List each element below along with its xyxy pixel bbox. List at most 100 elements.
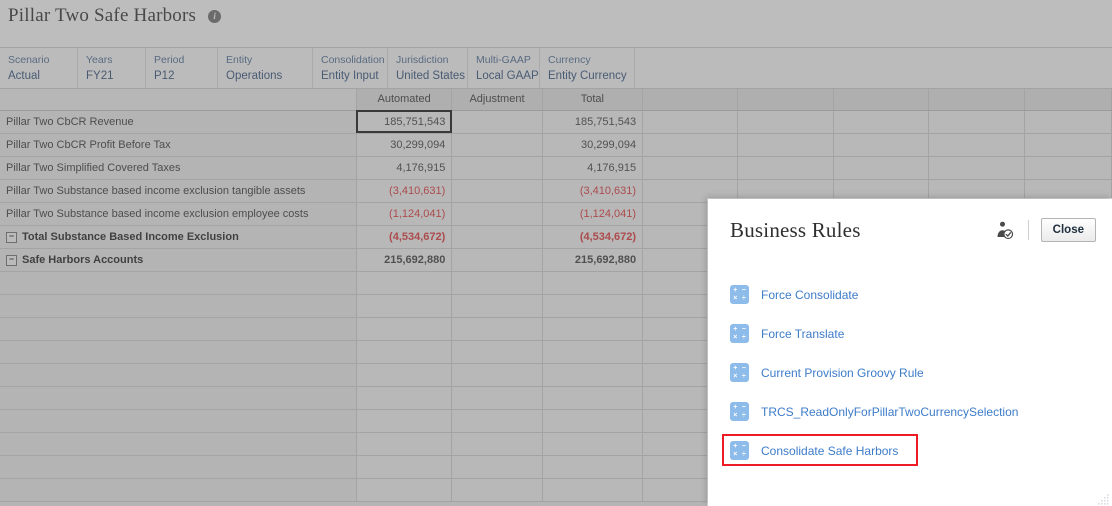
grid-cell-empty[interactable] bbox=[928, 110, 1025, 134]
grid-cell-empty[interactable] bbox=[0, 294, 357, 318]
pov-item-consolidation[interactable]: Consolidation Entity Input bbox=[313, 48, 388, 88]
grid-cell-empty[interactable] bbox=[451, 432, 543, 456]
grid-cell-empty[interactable] bbox=[451, 340, 543, 364]
grid-column-header-blank-6[interactable] bbox=[833, 89, 930, 111]
grid-cell-total[interactable]: 30,299,094 bbox=[542, 133, 644, 157]
pov-item-multi-gaap[interactable]: Multi-GAAP Local GAAP bbox=[468, 48, 540, 88]
user-check-icon[interactable] bbox=[994, 220, 1014, 240]
pov-dimension-value[interactable]: P12 bbox=[154, 70, 175, 82]
grid-cell-empty[interactable] bbox=[451, 409, 543, 433]
pov-dimension-value[interactable]: FY21 bbox=[86, 70, 114, 82]
grid-cell-empty[interactable] bbox=[451, 386, 543, 410]
grid-row-header[interactable]: Pillar Two Substance based income exclus… bbox=[0, 202, 357, 226]
grid-cell-empty[interactable] bbox=[356, 409, 453, 433]
grid-cell-empty[interactable] bbox=[833, 110, 930, 134]
grid-cell-empty[interactable] bbox=[542, 455, 644, 479]
grid-cell-empty[interactable] bbox=[737, 156, 834, 180]
grid-cell-empty[interactable] bbox=[0, 340, 357, 364]
grid-cell-empty[interactable] bbox=[356, 478, 453, 502]
grid-cell-empty[interactable] bbox=[542, 317, 644, 341]
grid-row-header[interactable]: − Safe Harbors Accounts bbox=[0, 248, 357, 272]
grid-cell-adjustment[interactable] bbox=[451, 156, 543, 180]
grid-column-header-blank-7[interactable] bbox=[928, 89, 1025, 111]
grid-row-header[interactable]: Pillar Two Simplified Covered Taxes bbox=[0, 156, 357, 180]
pov-dimension-value[interactable]: Operations bbox=[226, 70, 283, 82]
grid-cell-empty[interactable] bbox=[833, 179, 930, 203]
grid-cell-empty[interactable] bbox=[0, 271, 357, 295]
grid-column-header-total[interactable]: Total bbox=[542, 89, 644, 111]
grid-cell-empty[interactable] bbox=[0, 432, 357, 456]
grid-column-header-adjustment[interactable]: Adjustment bbox=[451, 89, 543, 111]
grid-cell-empty[interactable] bbox=[356, 317, 453, 341]
fill-handle[interactable] bbox=[449, 130, 451, 132]
grid-cell-adjustment[interactable] bbox=[451, 225, 543, 249]
business-rule-item[interactable]: + − × ÷ Consolidate Safe Harbors bbox=[708, 431, 1112, 470]
grid-cell-automated[interactable]: 215,692,880 bbox=[356, 248, 453, 272]
grid-cell-total[interactable]: (3,410,631) bbox=[542, 179, 644, 203]
grid-cell-empty[interactable] bbox=[642, 156, 739, 180]
grid-cell-empty[interactable] bbox=[451, 294, 543, 318]
business-rule-label[interactable]: Current Provision Groovy Rule bbox=[761, 365, 924, 380]
grid-cell-empty[interactable] bbox=[928, 133, 1025, 157]
grid-cell-empty[interactable] bbox=[356, 386, 453, 410]
grid-cell-automated[interactable]: (4,534,672) bbox=[356, 225, 453, 249]
pov-item-years[interactable]: Years FY21 bbox=[78, 48, 146, 88]
grid-cell-empty[interactable] bbox=[542, 271, 644, 295]
business-rule-label[interactable]: Consolidate Safe Harbors bbox=[761, 443, 899, 458]
business-rule-item[interactable]: + − × ÷ Current Provision Groovy Rule bbox=[708, 353, 1112, 392]
grid-cell-empty[interactable] bbox=[0, 478, 357, 502]
grid-cell-adjustment[interactable] bbox=[451, 133, 543, 157]
grid-cell-total[interactable]: (4,534,672) bbox=[542, 225, 644, 249]
grid-cell-empty[interactable] bbox=[928, 156, 1025, 180]
grid-cell-empty[interactable] bbox=[642, 110, 739, 134]
grid-row-header[interactable]: Pillar Two CbCR Profit Before Tax bbox=[0, 133, 357, 157]
grid-cell-empty[interactable] bbox=[0, 386, 357, 410]
grid-row-header[interactable]: − Total Substance Based Income Exclusion bbox=[0, 225, 357, 249]
grid-cell-empty[interactable] bbox=[542, 340, 644, 364]
grid-cell-empty[interactable] bbox=[542, 478, 644, 502]
pov-item-scenario[interactable]: Scenario Actual bbox=[0, 48, 78, 88]
grid-cell-empty[interactable] bbox=[0, 363, 357, 387]
grid-cell-empty[interactable] bbox=[542, 386, 644, 410]
grid-column-header-automated[interactable]: Automated bbox=[356, 89, 453, 111]
grid-cell-empty[interactable] bbox=[1024, 110, 1112, 134]
resize-handle-icon[interactable] bbox=[1098, 492, 1110, 505]
pov-dimension-value[interactable]: Entity Input bbox=[321, 70, 379, 82]
pov-item-currency[interactable]: Currency Entity Currency bbox=[540, 48, 635, 88]
grid-cell-total[interactable]: 185,751,543 bbox=[542, 110, 644, 134]
pov-dimension-value[interactable]: Actual bbox=[8, 70, 40, 82]
grid-cell-empty[interactable] bbox=[451, 271, 543, 295]
pov-dimension-value[interactable]: United States bbox=[396, 70, 466, 82]
grid-cell-empty[interactable] bbox=[642, 179, 739, 203]
grid-cell-adjustment[interactable] bbox=[451, 179, 543, 203]
grid-cell-empty[interactable] bbox=[356, 432, 453, 456]
business-rule-label[interactable]: Force Consolidate bbox=[761, 287, 859, 302]
grid-cell-empty[interactable] bbox=[542, 409, 644, 433]
business-rule-item[interactable]: + − × ÷ TRCS_ReadOnlyForPillarTwoCurrencySel… bbox=[708, 392, 1112, 431]
grid-cell-empty[interactable] bbox=[451, 455, 543, 479]
pov-item-entity[interactable]: Entity Operations bbox=[218, 48, 313, 88]
table-row[interactable]: Pillar Two CbCR Revenue 185,751,543 185,75… bbox=[0, 110, 1112, 134]
grid-cell-empty[interactable] bbox=[356, 271, 453, 295]
grid-cell-automated[interactable]: 4,176,915 bbox=[356, 156, 453, 180]
grid-column-header-blank-4[interactable] bbox=[642, 89, 739, 111]
grid-cell-adjustment[interactable] bbox=[451, 248, 543, 272]
business-rule-label[interactable]: Force Translate bbox=[761, 326, 845, 341]
business-rule-label[interactable]: TRCS_ReadOnlyForPillarTwoCurrencySelecti… bbox=[761, 404, 1019, 419]
grid-cell-automated[interactable]: (1,124,041) bbox=[356, 202, 453, 226]
grid-cell-empty[interactable] bbox=[833, 156, 930, 180]
collapse-expander-icon[interactable]: − bbox=[6, 231, 17, 243]
grid-cell-automated[interactable]: (3,410,631) bbox=[356, 179, 453, 203]
grid-cell-empty[interactable] bbox=[542, 432, 644, 456]
grid-cell-empty[interactable] bbox=[356, 363, 453, 387]
grid-cell-empty[interactable] bbox=[0, 317, 357, 341]
grid-cell-total[interactable]: (1,124,041) bbox=[542, 202, 644, 226]
grid-cell-adjustment[interactable] bbox=[451, 110, 543, 134]
grid-cell-empty[interactable] bbox=[1024, 156, 1112, 180]
grid-cell-total[interactable]: 215,692,880 bbox=[542, 248, 644, 272]
table-row[interactable]: Pillar Two Substance based income exclus… bbox=[0, 179, 1112, 203]
grid-cell-automated[interactable]: 185,751,543 bbox=[356, 110, 453, 134]
grid-column-header-blank-5[interactable] bbox=[737, 89, 834, 111]
grid-cell-empty[interactable] bbox=[0, 455, 357, 479]
grid-cell-empty[interactable] bbox=[356, 340, 453, 364]
